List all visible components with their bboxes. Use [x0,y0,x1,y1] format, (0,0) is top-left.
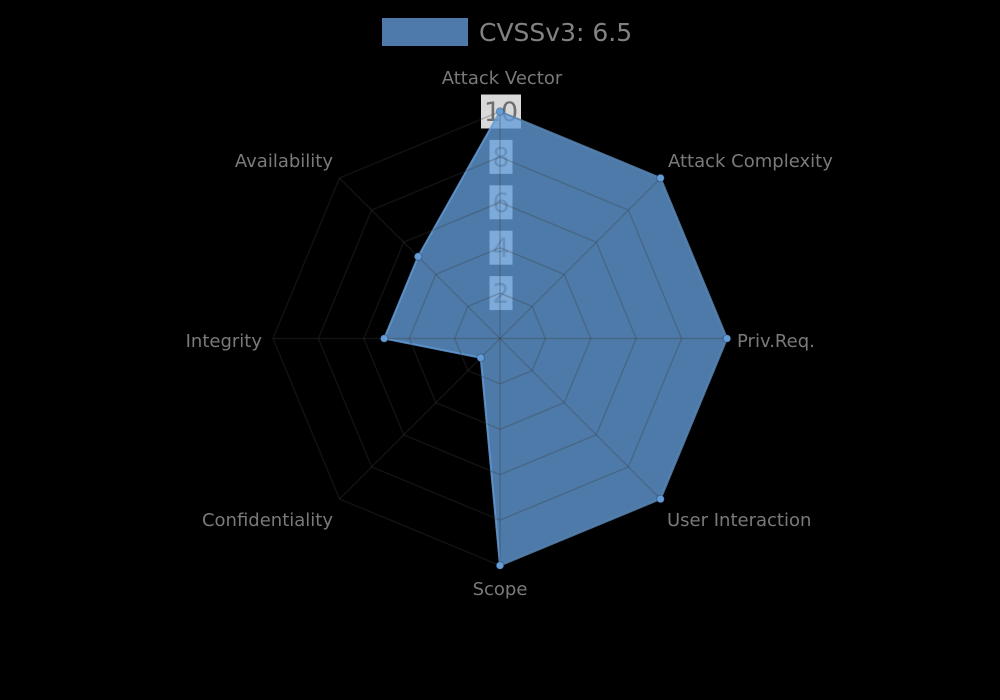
grid-ring-2 [453,292,547,385]
grid-spoke-attack-complexity [499,177,661,339]
grid-ring-8 [317,156,683,521]
axis-label-availability: Availability [235,151,333,172]
grid-ring-6 [363,201,637,476]
axis-label-confidentiality: Confidentiality [202,510,333,531]
legend: CVSSv3: 6.5 [382,18,632,47]
legend-swatch [382,18,468,46]
marker-user-interaction [656,494,665,504]
axis-label-user-interaction: User Interaction [667,510,811,531]
grid-ring-4 [408,246,592,431]
marker-scope [495,561,505,570]
axis-labels: Attack Vector Attack Complexity Priv.Req. U… [186,68,834,600]
marker-attack-complexity [656,173,665,183]
data-point-markers [379,107,732,570]
axis-label-priv-req: Priv.Req. [737,331,815,352]
grid-spoke-user-interaction [499,338,661,500]
marker-attack-vector [495,107,505,116]
axis-label-attack-vector: Attack Vector [442,68,563,89]
axis-label-attack-complexity: Attack Complexity [668,151,833,172]
marker-integrity [379,334,389,343]
axis-label-integrity: Integrity [186,331,263,352]
marker-confidentiality [476,353,486,363]
legend-label: CVSSv3: 6.5 [479,18,632,47]
axis-label-scope: Scope [473,579,528,600]
marker-availability [413,252,423,261]
grid-spoke-confidentiality [339,338,501,500]
marker-priv-req [722,334,732,343]
